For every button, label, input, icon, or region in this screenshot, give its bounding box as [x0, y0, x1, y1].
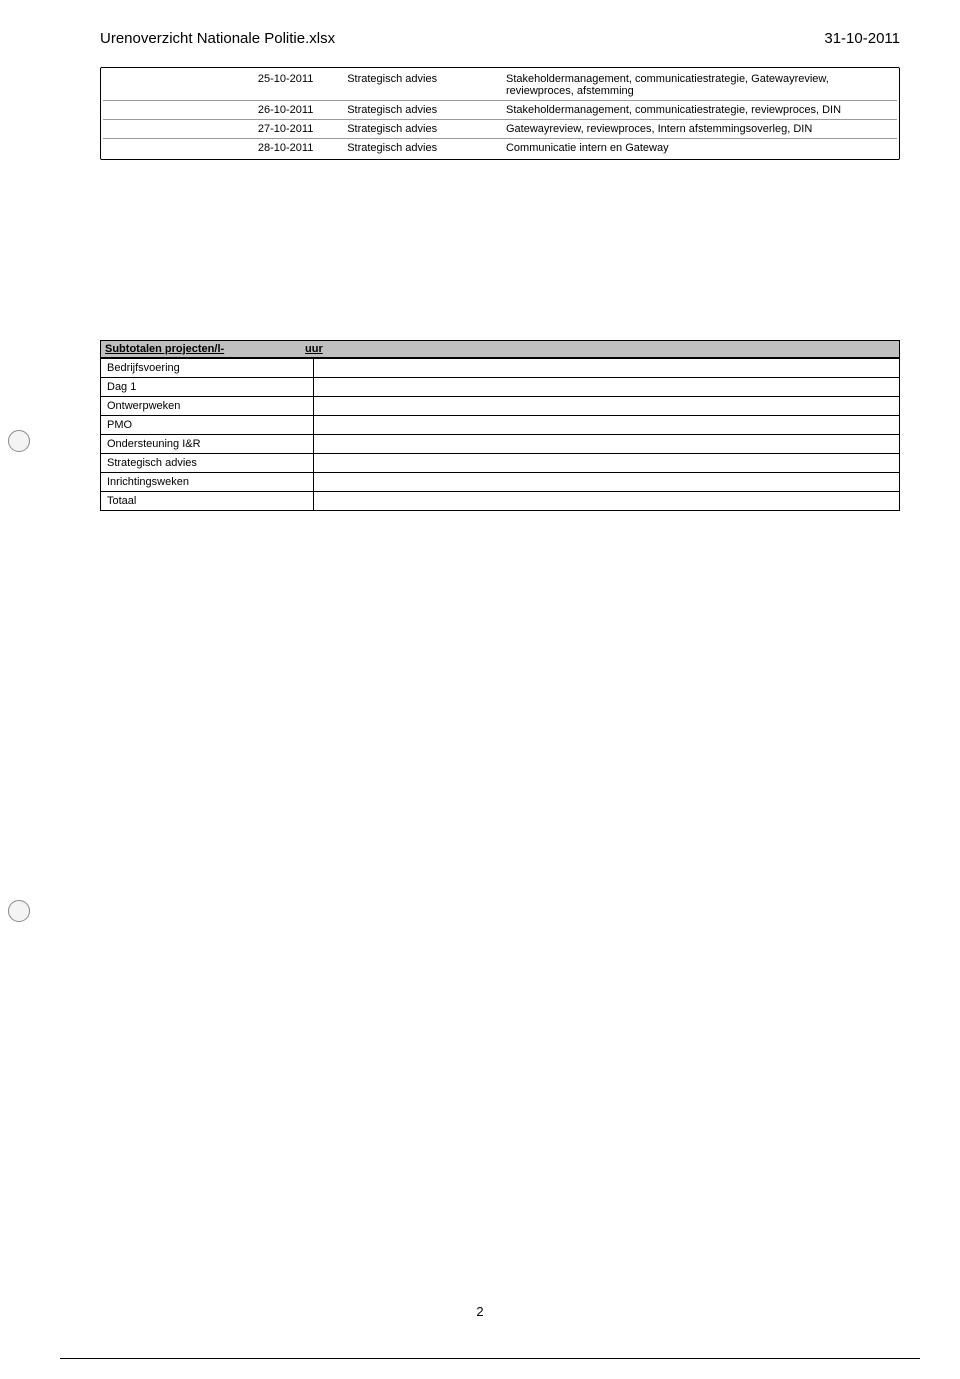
cell-desc: Stakeholdermanagement, communicatiestrat… [500, 70, 897, 101]
table-row: Ontwerpweken [101, 397, 900, 416]
cell-value [314, 435, 900, 454]
cell-value [314, 473, 900, 492]
cell-blank [103, 70, 230, 101]
cell-type: Strategisch advies [341, 120, 500, 139]
table-row: 25-10-2011 Strategisch advies Stakeholde… [103, 70, 897, 101]
sub-table: Bedrijfsvoering Dag 1 Ontwerpweken PMO O… [100, 358, 900, 511]
cell-desc: Gatewayreview, reviewproces, Intern afst… [500, 120, 897, 139]
sub-table-header: Subtotalen projecten/l- uur [100, 340, 900, 358]
cell-label: Bedrijfsvoering [101, 359, 314, 378]
cell-blank [103, 101, 230, 120]
punch-hole [8, 430, 30, 452]
cell-date: 27-10-2011 [230, 120, 341, 139]
top-table: 25-10-2011 Strategisch advies Stakeholde… [103, 70, 897, 157]
table-row: Dag 1 [101, 378, 900, 397]
cell-value [314, 492, 900, 511]
cell-blank [103, 120, 230, 139]
sub-table-wrap: Subtotalen projecten/l- uur Bedrijfsvoer… [100, 340, 900, 511]
page-number: 2 [476, 1304, 483, 1319]
table-row: 28-10-2011 Strategisch advies Communicat… [103, 139, 897, 158]
table-row: 26-10-2011 Strategisch advies Stakeholde… [103, 101, 897, 120]
page: Urenoverzicht Nationale Politie.xlsx 31-… [0, 0, 960, 1379]
cell-value [314, 378, 900, 397]
footer-rule [60, 1358, 920, 1359]
cell-date: 28-10-2011 [230, 139, 341, 158]
cell-desc: Communicatie intern en Gateway [500, 139, 897, 158]
sub-header-uur: uur [305, 343, 323, 355]
table-row: 27-10-2011 Strategisch advies Gatewayrev… [103, 120, 897, 139]
cell-desc: Stakeholdermanagement, communicatiestrat… [500, 101, 897, 120]
cell-label: Totaal [101, 492, 314, 511]
doc-date: 31-10-2011 [824, 30, 900, 47]
header: Urenoverzicht Nationale Politie.xlsx 31-… [100, 30, 900, 47]
table-row: Ondersteuning I&R [101, 435, 900, 454]
table-row: Totaal [101, 492, 900, 511]
punch-hole [8, 900, 30, 922]
cell-label: PMO [101, 416, 314, 435]
top-table-wrap: 25-10-2011 Strategisch advies Stakeholde… [100, 67, 900, 160]
sub-header-label: Subtotalen projecten/l- [105, 343, 305, 355]
cell-label: Inrichtingsweken [101, 473, 314, 492]
cell-date: 26-10-2011 [230, 101, 341, 120]
cell-blank [103, 139, 230, 158]
cell-type: Strategisch advies [341, 70, 500, 101]
cell-value [314, 397, 900, 416]
cell-date: 25-10-2011 [230, 70, 341, 101]
cell-label: Strategisch advies [101, 454, 314, 473]
cell-type: Strategisch advies [341, 139, 500, 158]
table-row: Strategisch advies [101, 454, 900, 473]
cell-type: Strategisch advies [341, 101, 500, 120]
doc-title: Urenoverzicht Nationale Politie.xlsx [100, 30, 335, 47]
cell-value [314, 454, 900, 473]
table-row: Inrichtingsweken [101, 473, 900, 492]
cell-value [314, 359, 900, 378]
cell-value [314, 416, 900, 435]
cell-label: Ontwerpweken [101, 397, 314, 416]
cell-label: Dag 1 [101, 378, 314, 397]
table-row: PMO [101, 416, 900, 435]
cell-label: Ondersteuning I&R [101, 435, 314, 454]
table-row: Bedrijfsvoering [101, 359, 900, 378]
